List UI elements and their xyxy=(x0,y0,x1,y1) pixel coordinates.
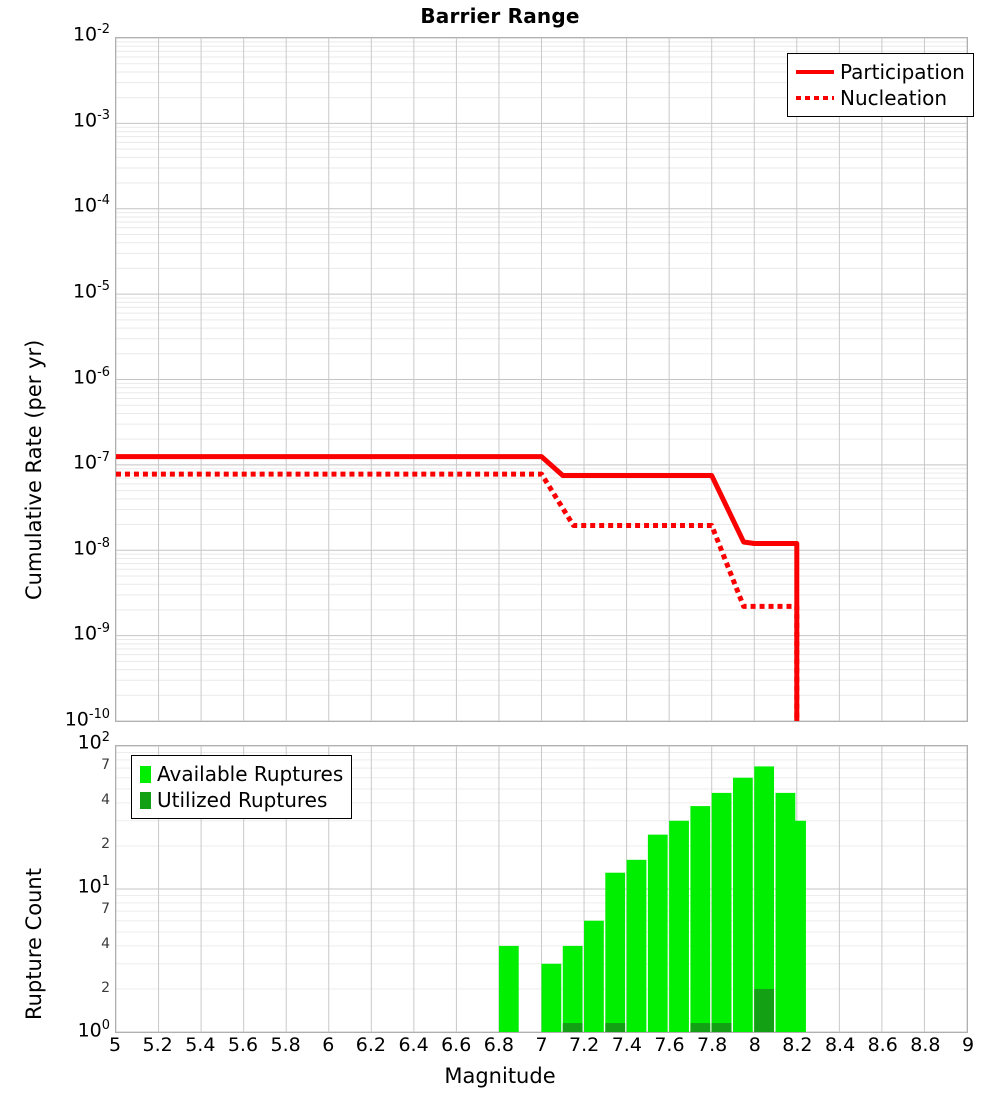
x-tick-7: 7 xyxy=(535,1034,548,1056)
bar-available xyxy=(541,963,562,1032)
bar-available xyxy=(584,920,604,1032)
chart-title: Barrier Range xyxy=(420,4,580,28)
bar-available xyxy=(626,859,647,1032)
bar-available xyxy=(786,820,806,1032)
x-tick-8.6: 8.6 xyxy=(867,1034,898,1056)
top-y-tick-5: 10-7 xyxy=(72,450,110,474)
legend-item-available-ruptures: Available Ruptures xyxy=(138,761,343,787)
bar-available xyxy=(669,820,689,1032)
top-y-tick-3: 10-5 xyxy=(72,278,110,303)
bar-available xyxy=(562,945,583,1032)
bottom-y-minor-tick-3: 7 xyxy=(101,901,110,918)
x-tick-6.2: 6.2 xyxy=(355,1034,386,1056)
x-tick-5.6: 5.6 xyxy=(227,1034,259,1056)
legend-label-participation: Participation xyxy=(840,60,965,84)
top-y-tick-4: 10-6 xyxy=(72,364,110,388)
x-tick-7.6: 7.6 xyxy=(654,1034,685,1056)
x-tick-5: 5 xyxy=(108,1034,122,1056)
legend-item-nucleation: Nucleation xyxy=(794,85,965,111)
x-tick-5.4: 5.4 xyxy=(185,1034,216,1056)
x-tick-9: 9 xyxy=(961,1034,975,1056)
bar-available xyxy=(605,872,626,1032)
top-y-tick-1: 10-3 xyxy=(72,107,110,131)
bar-utilized xyxy=(711,1023,732,1032)
x-tick-7.8: 7.8 xyxy=(696,1034,728,1056)
x-tick-8: 8 xyxy=(748,1034,761,1056)
legend-item-utilized-ruptures: Utilized Ruptures xyxy=(138,787,343,813)
x-axis-label: Magnitude xyxy=(444,1064,556,1088)
solid-line-icon xyxy=(794,62,836,82)
x-tick-6.6: 6.6 xyxy=(441,1034,472,1056)
x-tick-6.4: 6.4 xyxy=(398,1034,429,1056)
x-tick-5.2: 5.2 xyxy=(142,1034,173,1056)
rupture-count-svg xyxy=(116,746,967,1032)
bottom-y-minor-tick-1: 4 xyxy=(101,792,110,809)
legend-item-participation: Participation xyxy=(794,59,965,85)
series-line-nucleation xyxy=(116,471,800,721)
bar-available xyxy=(498,945,519,1032)
x-tick-6: 6 xyxy=(322,1034,335,1056)
x-tick-8.8: 8.8 xyxy=(910,1034,941,1056)
bottom-y-minor-tick-2: 2 xyxy=(101,835,110,852)
available-ruptures-swatch-icon xyxy=(140,765,151,783)
bar-utilized xyxy=(690,1023,711,1032)
legend-label-available-ruptures: Available Ruptures xyxy=(157,762,344,786)
rupture-legend: Available Ruptures Utilized Ruptures xyxy=(131,755,353,819)
x-tick-8.2: 8.2 xyxy=(782,1034,813,1056)
legend-label-nucleation: Nucleation xyxy=(840,86,948,110)
utilized-ruptures-swatch-icon xyxy=(140,791,151,809)
bar-available xyxy=(732,777,753,1032)
bottom-y-minor-tick-4: 4 xyxy=(101,936,110,953)
top-y-tick-0: 10-2 xyxy=(72,22,110,46)
bar-available xyxy=(690,806,711,1032)
x-tick-5.8: 5.8 xyxy=(270,1034,301,1056)
x-tick-7.4: 7.4 xyxy=(611,1034,642,1056)
dotted-line-icon xyxy=(794,88,836,108)
bar-utilized xyxy=(754,988,775,1032)
bar-utilized xyxy=(605,1023,626,1032)
top-y-tick-7: 10-9 xyxy=(72,621,110,645)
top-y-tick-6: 10-8 xyxy=(72,535,110,560)
bar-utilized xyxy=(562,1023,583,1032)
x-tick-6.8: 6.8 xyxy=(483,1034,514,1056)
x-tick-8.4: 8.4 xyxy=(824,1034,856,1056)
bar-available xyxy=(647,834,668,1032)
bottom-y-tick-1: 101 xyxy=(77,874,110,898)
bar-available xyxy=(711,792,732,1032)
bottom-y-minor-tick-0: 7 xyxy=(101,757,110,774)
top-y-tick-2: 10-4 xyxy=(72,193,110,217)
bar-available xyxy=(754,766,775,1032)
bottom-y-tick-0: 102 xyxy=(77,730,110,754)
series-legend: Participation Nucleation xyxy=(787,53,974,117)
cumulative-rate-svg xyxy=(116,38,967,721)
cumulative-rate-plot xyxy=(115,37,968,722)
rupture-count-plot xyxy=(115,745,968,1033)
top-y-tick-8: 10-10 xyxy=(64,707,110,731)
series-line-participation xyxy=(116,454,800,721)
legend-label-utilized-ruptures: Utilized Ruptures xyxy=(157,788,328,812)
x-tick-7.2: 7.2 xyxy=(569,1034,600,1056)
bottom-y-tick-2: 100 xyxy=(77,1018,110,1042)
bottom-y-minor-tick-5: 2 xyxy=(101,979,110,996)
